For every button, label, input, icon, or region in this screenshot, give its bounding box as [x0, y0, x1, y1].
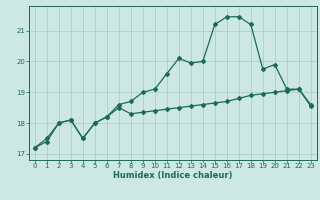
X-axis label: Humidex (Indice chaleur): Humidex (Indice chaleur)	[113, 171, 233, 180]
